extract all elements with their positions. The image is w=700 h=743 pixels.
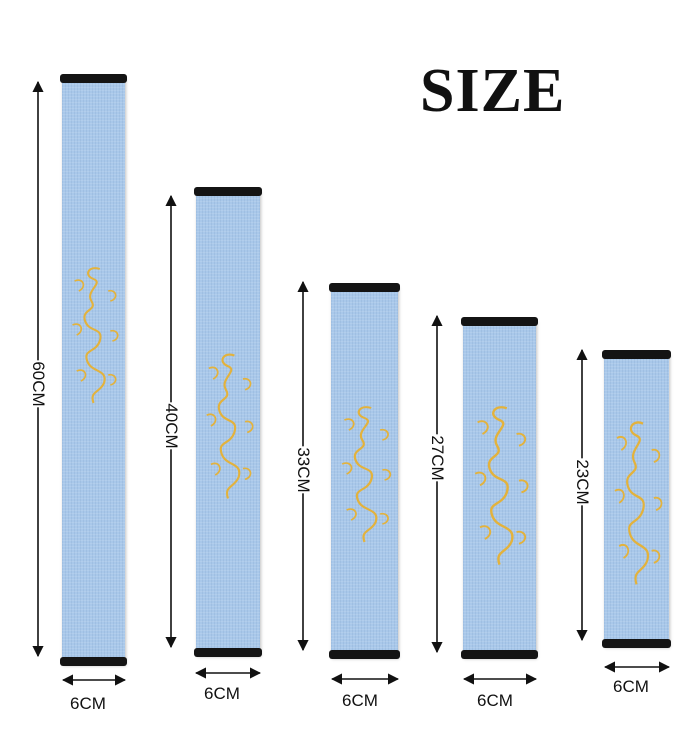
length-label: 40CM	[160, 402, 182, 450]
width-label: 6CM	[477, 691, 513, 710]
sleeve-top-cap	[194, 187, 262, 196]
width-label: 6CM	[70, 694, 106, 713]
width-label: 6CM	[342, 691, 378, 710]
width-label: 6CM	[613, 677, 649, 696]
sleeve-top-cap	[461, 317, 538, 326]
sleeve-33cm	[329, 283, 400, 659]
sleeve-bottom-cap	[194, 648, 262, 657]
sleeve-bottom-cap	[461, 650, 538, 659]
sleeve-top-cap	[602, 350, 671, 359]
width-label: 6CM	[204, 684, 240, 703]
sleeve-top-cap	[60, 74, 127, 83]
dragon-embroidery-icon	[72, 267, 119, 404]
sleeve-60cm	[60, 74, 127, 666]
dragon-embroidery-icon	[206, 353, 254, 499]
dragon-embroidery-icon	[474, 406, 529, 566]
length-label: 33CM	[292, 446, 314, 494]
dragon-embroidery-icon	[341, 406, 392, 543]
sleeve-40cm	[194, 187, 262, 657]
dragon-embroidery-icon	[614, 421, 663, 585]
length-label: 23CM	[571, 458, 593, 506]
sleeve-bottom-cap	[602, 639, 671, 648]
sleeve-23cm	[602, 350, 671, 648]
size-title: SIZE	[420, 57, 566, 125]
sleeve-bottom-cap	[329, 650, 400, 659]
sleeve-27cm	[461, 317, 538, 659]
sleeve-top-cap	[329, 283, 400, 292]
length-label: 27CM	[426, 434, 448, 482]
length-label: 60CM	[27, 360, 49, 408]
sleeve-bottom-cap	[60, 657, 127, 666]
